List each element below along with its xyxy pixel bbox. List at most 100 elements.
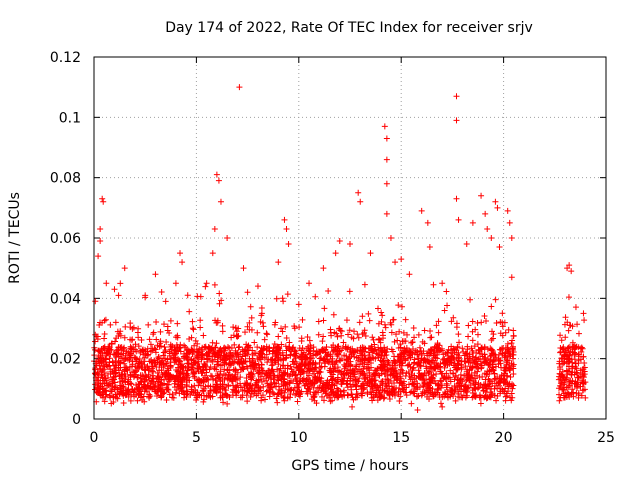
data-point (504, 344, 511, 351)
data-point (215, 358, 222, 365)
data-point (478, 364, 485, 371)
data-point (107, 366, 114, 373)
data-point (335, 387, 342, 394)
data-point (455, 216, 462, 223)
data-point (129, 336, 136, 343)
data-point (103, 280, 110, 287)
data-point (391, 338, 398, 345)
data-point (572, 304, 579, 311)
data-point (464, 343, 471, 350)
data-point (414, 351, 421, 358)
data-point (107, 394, 114, 401)
data-point (120, 345, 127, 352)
data-point (390, 386, 397, 393)
data-point (344, 346, 351, 353)
data-point (282, 343, 289, 350)
data-point (482, 376, 489, 383)
data-point (413, 384, 420, 391)
data-point (475, 385, 482, 392)
data-point (355, 378, 362, 385)
data-point (394, 337, 401, 344)
x-axis-label: GPS time / hours (291, 458, 408, 474)
data-point (571, 356, 578, 363)
data-point (441, 357, 448, 364)
data-point (502, 329, 509, 336)
data-point (170, 394, 177, 401)
data-point (239, 353, 246, 360)
data-point (125, 349, 132, 356)
data-point (187, 391, 194, 398)
data-point (240, 357, 247, 364)
data-point (98, 345, 105, 352)
data-point (199, 352, 206, 359)
data-point (383, 210, 390, 217)
data-point (108, 346, 115, 353)
data-point (368, 364, 375, 371)
data-point (397, 388, 404, 395)
data-point (253, 377, 260, 384)
data-point (195, 376, 202, 383)
data-point (497, 330, 504, 337)
data-point (254, 355, 261, 362)
data-point (377, 339, 384, 346)
data-point (437, 400, 444, 407)
data-point (136, 386, 143, 393)
data-point (297, 371, 304, 378)
data-point (211, 350, 218, 357)
data-point (383, 352, 390, 359)
data-point (316, 374, 323, 381)
data-point (454, 343, 461, 350)
data-point (343, 353, 350, 360)
data-point (427, 334, 434, 341)
data-point (364, 361, 371, 368)
data-point (510, 370, 517, 377)
data-point (361, 376, 368, 383)
data-point (360, 380, 367, 387)
data-point (255, 370, 262, 377)
data-point (418, 372, 425, 379)
data-point (271, 341, 278, 348)
data-point (458, 358, 465, 365)
data-point (323, 343, 330, 350)
data-point (506, 219, 513, 226)
data-point (298, 347, 305, 354)
data-point (295, 363, 302, 370)
data-point (225, 383, 232, 390)
data-point (320, 397, 327, 404)
data-point (164, 386, 171, 393)
data-point (417, 347, 424, 354)
data-point (415, 392, 422, 399)
data-point (190, 369, 197, 376)
data-point (566, 356, 573, 363)
data-point (114, 395, 121, 402)
data-point (330, 311, 337, 318)
data-points (91, 84, 589, 413)
data-point (285, 241, 292, 248)
data-point (248, 314, 255, 321)
data-point (441, 307, 448, 314)
data-point (111, 376, 118, 383)
data-point (222, 347, 229, 354)
data-point (469, 328, 476, 335)
data-point (172, 389, 179, 396)
data-point (100, 198, 107, 205)
data-point (424, 393, 431, 400)
data-point (492, 198, 499, 205)
data-point (375, 305, 382, 312)
data-point (257, 373, 264, 380)
data-point (230, 375, 237, 382)
data-point (453, 117, 460, 124)
data-point (397, 375, 404, 382)
data-point (368, 389, 375, 396)
data-point (369, 334, 376, 341)
data-point (224, 344, 231, 351)
data-point (114, 386, 121, 393)
data-point (92, 331, 99, 338)
data-point (192, 390, 199, 397)
y-tick-label: 0.1 (59, 110, 81, 126)
data-point (181, 342, 188, 349)
data-point (422, 357, 429, 364)
data-point (127, 354, 134, 361)
data-point (434, 364, 441, 371)
